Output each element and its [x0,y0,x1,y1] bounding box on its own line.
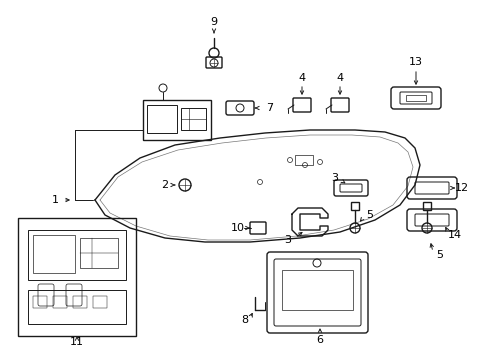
Text: 8: 8 [241,315,248,325]
Text: 13: 13 [408,57,422,67]
Text: 9: 9 [210,17,217,27]
Text: 12: 12 [454,183,468,193]
Bar [93,296,107,308]
Bar [33,235,75,273]
Bar [181,108,205,130]
Text: 1: 1 [51,195,59,205]
Text: 5: 5 [436,250,443,260]
Text: 3: 3 [331,173,338,183]
Bar [18,218,136,336]
Bar [147,105,177,133]
Bar [80,238,118,268]
Bar [28,230,126,280]
Bar [73,296,87,308]
Bar [422,202,430,210]
Text: 14: 14 [447,230,461,240]
Bar [294,155,312,165]
Bar [282,270,352,310]
Text: 7: 7 [266,103,273,113]
Text: 5: 5 [366,210,373,220]
Bar [405,95,425,101]
Bar [33,296,47,308]
Text: 10: 10 [230,223,244,233]
Text: 4: 4 [298,73,305,83]
Bar [28,290,126,324]
Bar [53,296,67,308]
Bar [142,100,210,140]
Text: 6: 6 [316,335,323,345]
Text: 2: 2 [161,180,168,190]
Text: 4: 4 [336,73,343,83]
Bar [350,202,358,210]
Text: 11: 11 [70,337,84,347]
Text: 3: 3 [284,235,291,245]
